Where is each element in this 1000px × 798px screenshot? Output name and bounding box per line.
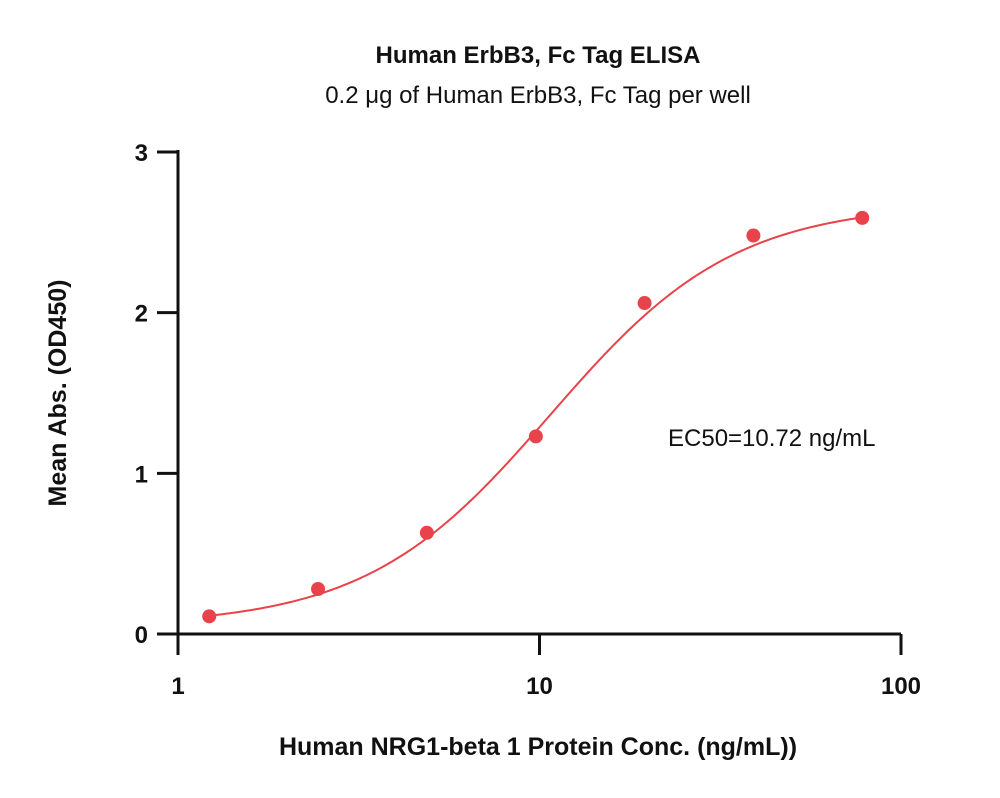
x-tick-label: 10 <box>526 673 553 700</box>
data-point <box>419 525 434 540</box>
data-points-group <box>202 210 870 624</box>
y-tick-label: 0 <box>135 622 148 649</box>
data-point <box>746 228 761 243</box>
chart-title: Human ErbB3, Fc Tag ELISA <box>376 42 701 69</box>
y-axis-label: Mean Abs. (OD450) <box>44 280 72 507</box>
ec50-annotation: EC50=10.72 ng/mL <box>668 425 875 452</box>
y-tick-label: 2 <box>135 301 148 328</box>
chart-subtitle: 0.2 μg of Human ErbB3, Fc Tag per well <box>325 82 751 109</box>
data-point <box>637 296 652 311</box>
y-tick-label: 1 <box>135 461 148 488</box>
fit-curve <box>209 216 863 617</box>
data-point <box>855 210 870 225</box>
data-point <box>528 429 543 444</box>
fit-curve-group <box>209 216 863 617</box>
x-axis-label: Human NRG1-beta 1 Protein Conc. (ng/mL)) <box>279 733 797 761</box>
x-tick-label: 100 <box>881 673 921 700</box>
x-tick-label: 1 <box>171 673 184 700</box>
data-point <box>311 582 326 597</box>
data-point <box>202 609 217 624</box>
y-tick-label: 3 <box>135 140 148 167</box>
